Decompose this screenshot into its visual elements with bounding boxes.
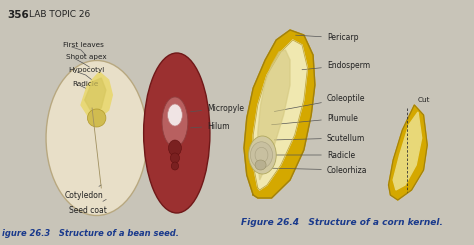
Text: First leaves: First leaves bbox=[63, 42, 103, 48]
Ellipse shape bbox=[168, 140, 182, 156]
Text: Cut: Cut bbox=[418, 97, 430, 103]
Text: Plumule: Plumule bbox=[272, 113, 358, 125]
Text: Scutellum: Scutellum bbox=[274, 134, 365, 143]
Polygon shape bbox=[81, 72, 112, 118]
Text: Cotyledon: Cotyledon bbox=[64, 185, 103, 199]
Text: Figure 26.4   Structure of a corn kernel.: Figure 26.4 Structure of a corn kernel. bbox=[241, 218, 443, 227]
Text: igure 26.3   Structure of a bean seed.: igure 26.3 Structure of a bean seed. bbox=[2, 229, 179, 238]
Ellipse shape bbox=[46, 61, 147, 216]
Text: Hypocotyl: Hypocotyl bbox=[68, 67, 104, 73]
Text: LAB TOPIC 26: LAB TOPIC 26 bbox=[29, 10, 91, 19]
Polygon shape bbox=[393, 112, 422, 190]
Ellipse shape bbox=[248, 136, 276, 174]
Ellipse shape bbox=[144, 53, 210, 213]
Text: Hilum: Hilum bbox=[191, 122, 230, 131]
Ellipse shape bbox=[171, 162, 179, 170]
Polygon shape bbox=[258, 50, 290, 180]
Ellipse shape bbox=[162, 97, 188, 147]
Polygon shape bbox=[389, 105, 427, 200]
Ellipse shape bbox=[255, 147, 268, 163]
Text: Radicle: Radicle bbox=[72, 81, 98, 87]
Text: Coleoptile: Coleoptile bbox=[274, 94, 365, 111]
Text: Shoot apex: Shoot apex bbox=[66, 54, 107, 60]
Polygon shape bbox=[85, 78, 106, 113]
Text: Coleorhiza: Coleorhiza bbox=[266, 166, 367, 174]
Text: Radicle: Radicle bbox=[270, 150, 355, 159]
Text: Pericarp: Pericarp bbox=[296, 34, 358, 42]
Ellipse shape bbox=[170, 153, 180, 163]
Polygon shape bbox=[244, 30, 315, 198]
Ellipse shape bbox=[255, 160, 266, 170]
Text: 356: 356 bbox=[8, 10, 29, 20]
Ellipse shape bbox=[168, 104, 182, 126]
Polygon shape bbox=[253, 40, 308, 190]
Text: Seed coat: Seed coat bbox=[69, 199, 107, 215]
Ellipse shape bbox=[88, 109, 106, 127]
Text: Micropyle: Micropyle bbox=[191, 103, 244, 112]
Text: Endosperm: Endosperm bbox=[302, 61, 370, 70]
Ellipse shape bbox=[250, 142, 273, 168]
